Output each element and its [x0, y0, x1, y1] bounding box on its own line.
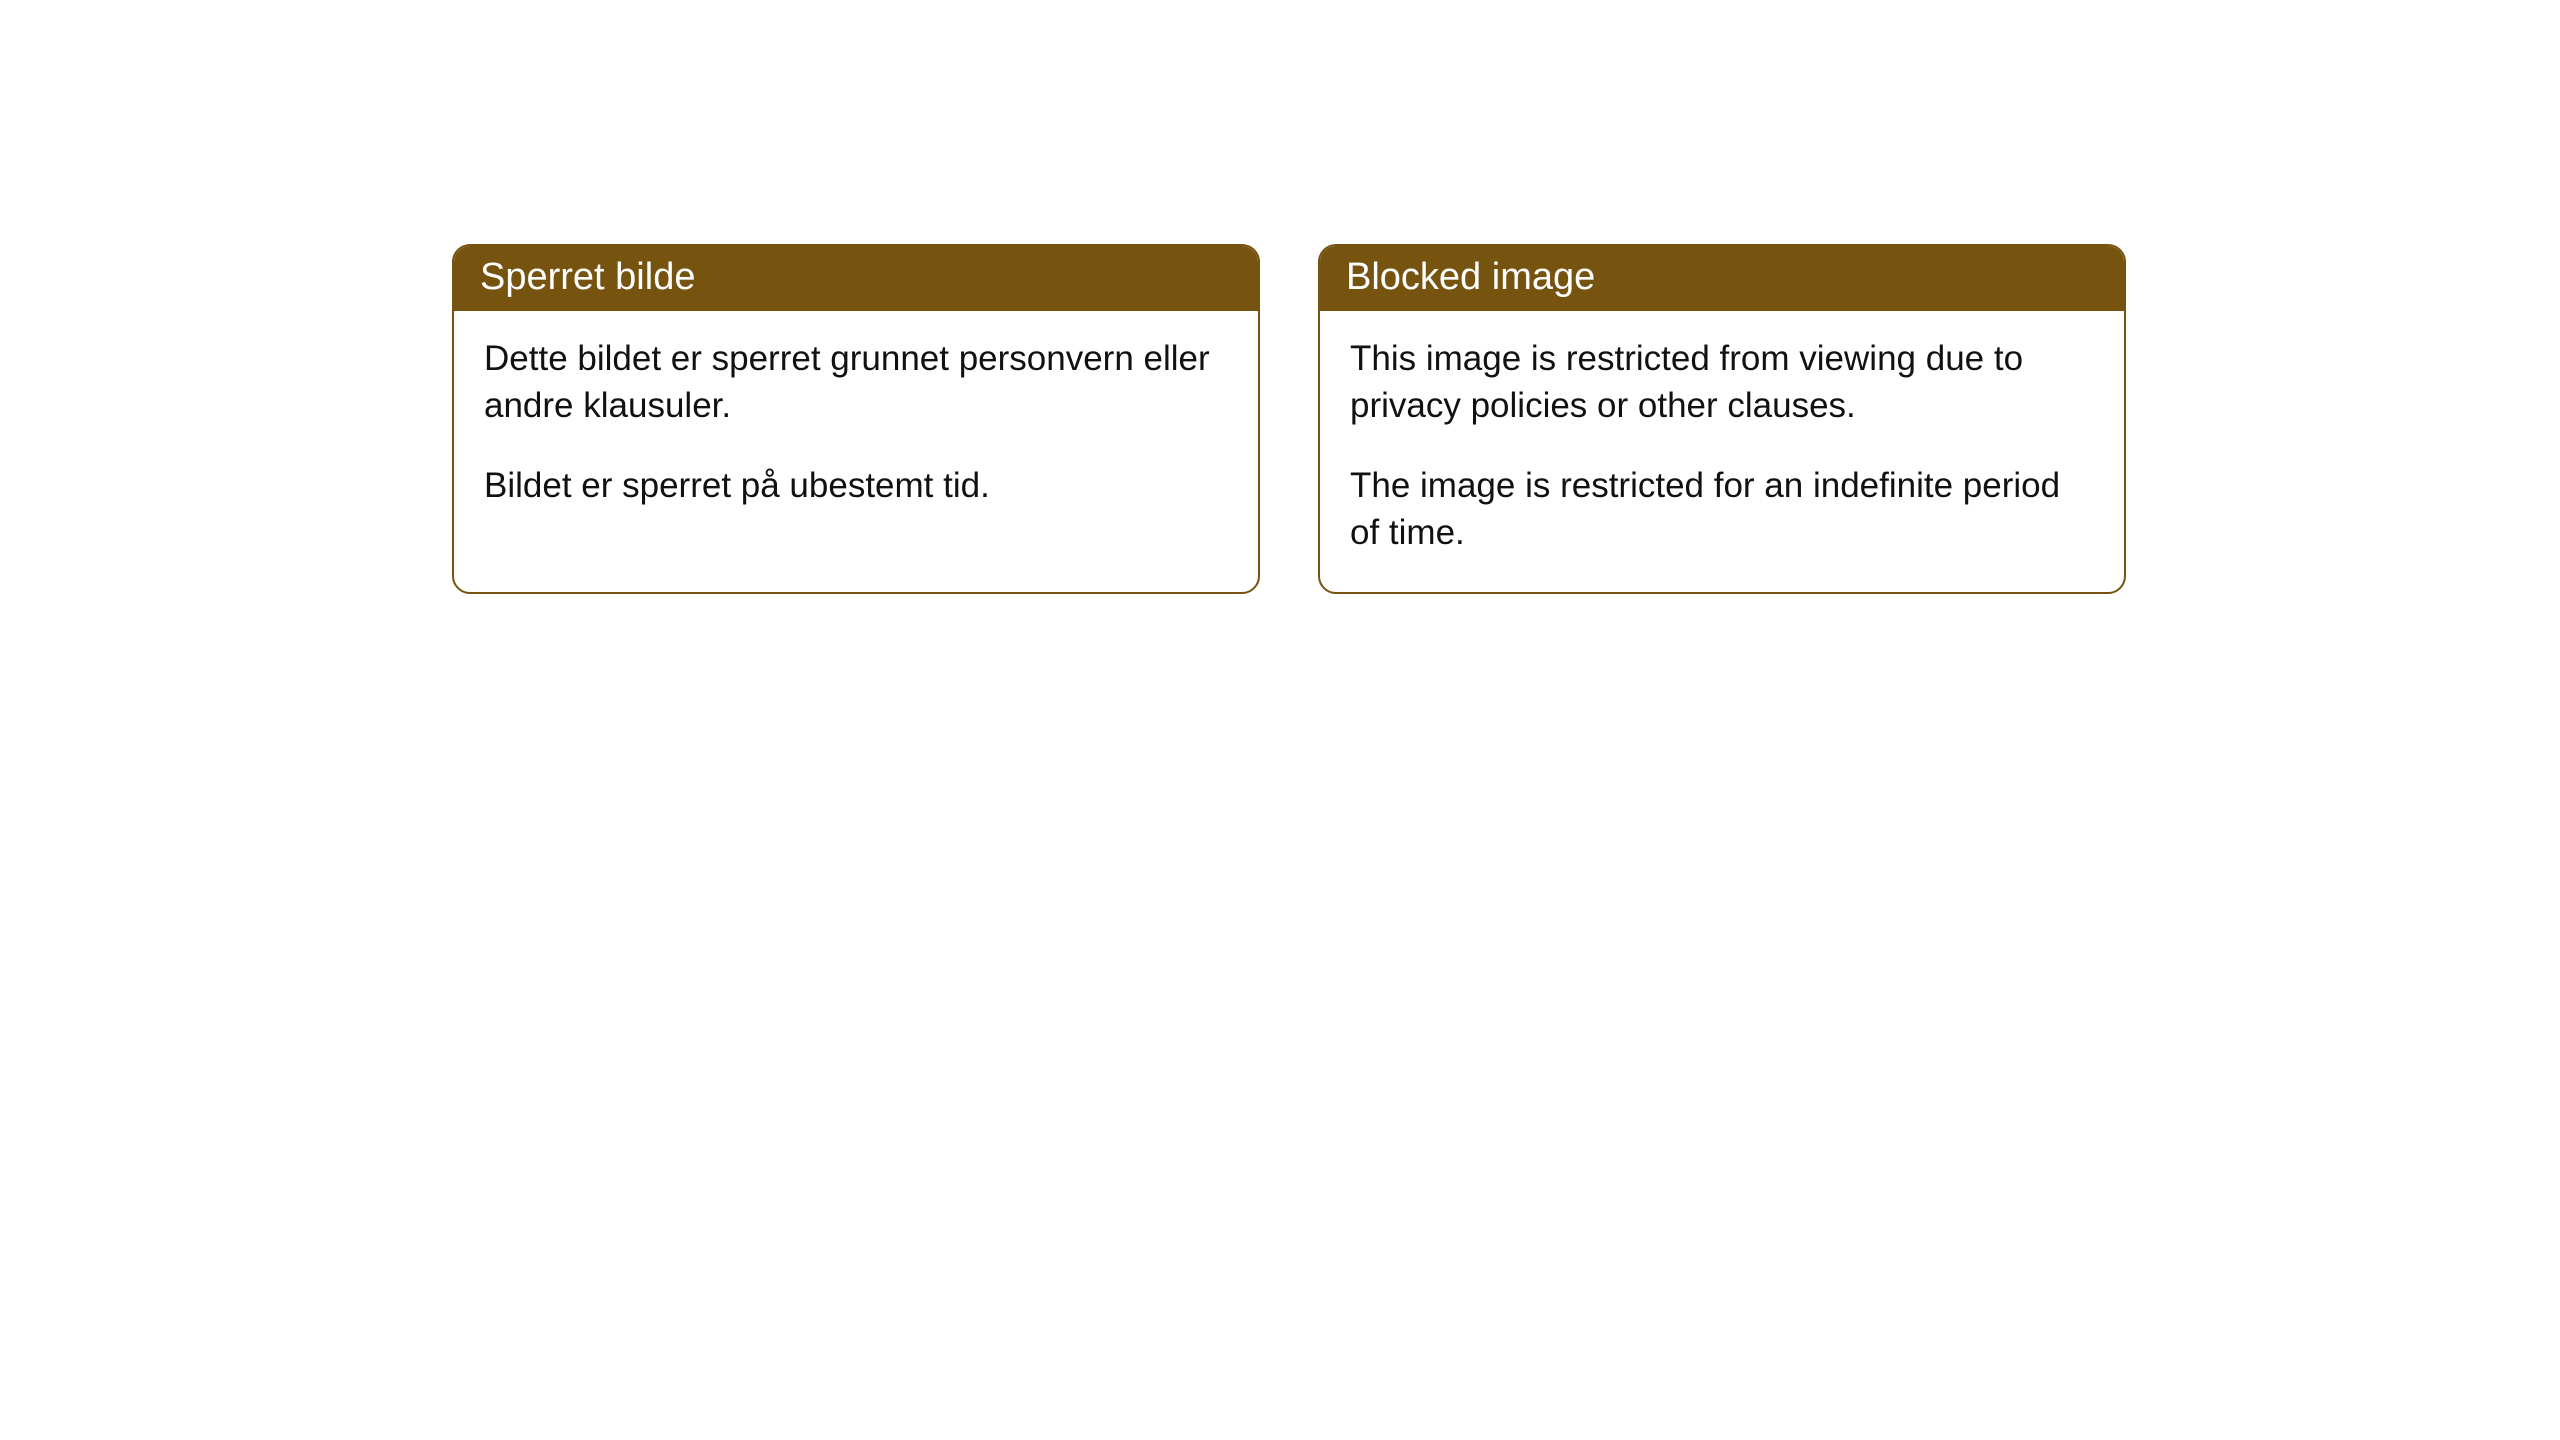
card-header-en: Blocked image [1320, 246, 2124, 311]
card-body-no: Dette bildet er sperret grunnet personve… [454, 311, 1258, 545]
blocked-image-card-no: Sperret bilde Dette bildet er sperret gr… [452, 244, 1260, 594]
card-paragraph: The image is restricted for an indefinit… [1350, 462, 2094, 557]
card-header-no: Sperret bilde [454, 246, 1258, 311]
card-paragraph: Dette bildet er sperret grunnet personve… [484, 335, 1228, 430]
card-paragraph: This image is restricted from viewing du… [1350, 335, 2094, 430]
card-paragraph: Bildet er sperret på ubestemt tid. [484, 462, 1228, 509]
blocked-image-card-en: Blocked image This image is restricted f… [1318, 244, 2126, 594]
notice-cards-container: Sperret bilde Dette bildet er sperret gr… [0, 0, 2560, 594]
card-body-en: This image is restricted from viewing du… [1320, 311, 2124, 592]
